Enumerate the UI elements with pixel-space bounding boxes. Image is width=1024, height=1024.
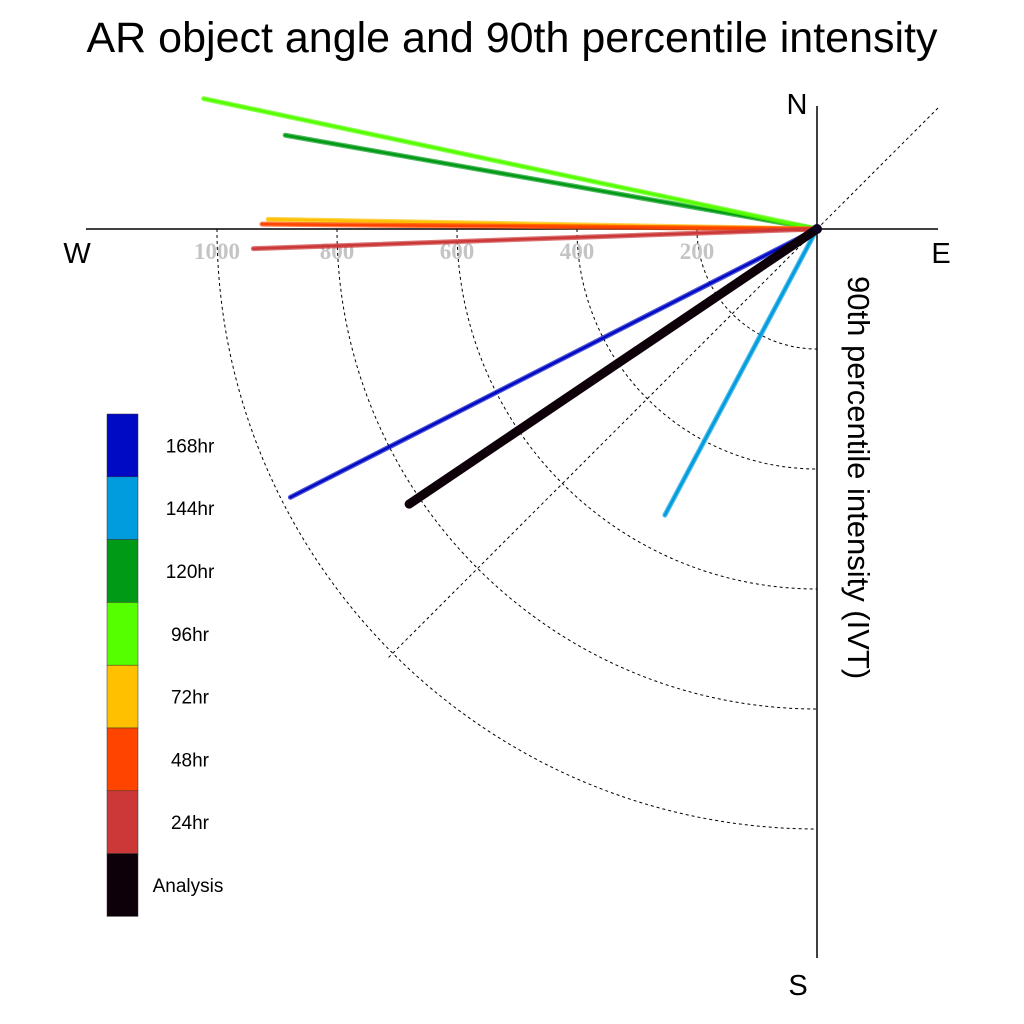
grid-ring-400 — [576, 228, 818, 470]
series-line-144hr — [663, 227, 819, 517]
legend-label-analysis: Analysis — [153, 876, 224, 897]
series-line-48hr — [260, 222, 819, 231]
y-axis-label: 90th percentile intensity (IVT) — [841, 276, 876, 679]
series-line-24hr — [252, 227, 819, 250]
grid-ring-200 — [696, 228, 818, 350]
compass-north: N — [787, 89, 808, 121]
legend-label-144hr: 144hr — [166, 499, 215, 520]
legend-swatch-72hr — [106, 664, 139, 729]
legend-swatch-96hr — [106, 602, 139, 666]
diagonal-guide — [387, 107, 939, 659]
legend-swatch-24hr — [106, 790, 139, 854]
compass-west: W — [63, 238, 91, 270]
compass-east: E — [931, 238, 950, 270]
grid-ring-600 — [456, 228, 818, 590]
compass-south: S — [788, 970, 807, 1002]
origin-dot — [812, 224, 822, 234]
legend-swatch-168hr — [106, 413, 139, 478]
tick-label-1000: 1000 — [194, 239, 240, 264]
legend-label-48hr: 48hr — [171, 750, 210, 771]
legend-swatch-48hr — [106, 727, 139, 792]
grid-layer — [216, 228, 818, 830]
legend-label-24hr: 24hr — [171, 813, 210, 834]
legend: 168hr 144hr 120hr 96hr 72hr 48hr 24hr Analysis — [106, 413, 224, 917]
series-line-120hr — [283, 133, 819, 231]
tick-label-800: 800 — [320, 239, 355, 264]
series-line-96hr — [202, 97, 819, 231]
legend-label-168hr: 168hr — [166, 436, 215, 457]
series-layer — [201, 96, 822, 518]
legend-swatch-144hr — [106, 476, 139, 540]
tick-label-200: 200 — [680, 239, 715, 264]
series-line-analysis — [404, 224, 822, 509]
legend-label-72hr: 72hr — [171, 688, 210, 709]
chart-title: AR object angle and 90th percentile inte… — [86, 14, 938, 62]
tick-label-400: 400 — [560, 239, 595, 264]
legend-swatch-120hr — [106, 539, 139, 603]
legend-swatch-analysis — [106, 853, 139, 917]
legend-label-120hr: 120hr — [166, 562, 215, 583]
series-line-168hr — [289, 227, 819, 499]
legend-label-96hr: 96hr — [171, 625, 210, 646]
grid-ring-1000 — [216, 228, 818, 830]
